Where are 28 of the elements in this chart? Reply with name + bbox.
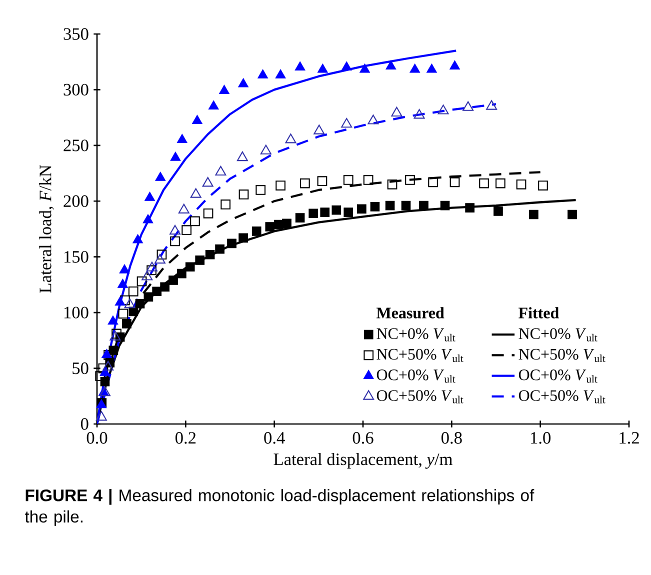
x-tick-label: 0.2 [176, 432, 196, 444]
y-tick-label: 350 [64, 28, 88, 40]
legend-label: NC+50% V$_{ult}$ [376, 348, 464, 362]
x-tick-label: 1.0 [531, 432, 551, 444]
x-tick-label: 0.4 [264, 432, 285, 444]
y-axis-title: Lateral load, F/kN [39, 165, 54, 293]
x-tick-label: 1.2 [620, 432, 639, 444]
y-tick-label: 250 [64, 140, 88, 152]
x-axis-title: Lateral displacement, y/m [274, 452, 452, 469]
text: FIGURE 4 | Measured monotonic load-displacement relationships of the pile. [24, 489, 534, 526]
legend-label: NC+0% V$_{ult}$ [518, 328, 598, 342]
legend-label: NC+50% V$_{ult}$ [518, 348, 606, 362]
y-tick-label: 300 [64, 84, 88, 96]
y-tick-label: 200 [64, 195, 88, 207]
legend-label: OC+0% V$_{ult}$ [376, 370, 456, 383]
x-tick-label: 0.8 [442, 432, 462, 444]
y-tick-label: 150 [64, 251, 88, 263]
annotation: Measured [376, 307, 444, 318]
legend-label: OC+50% V$_{ult}$ [376, 390, 464, 404]
y-tick-label: 50 [72, 362, 88, 374]
legend-label: OC+0% V$_{ult}$ [518, 370, 598, 383]
y-tick-label: 0 [80, 418, 88, 430]
legend-label: NC+0% V$_{ult}$ [376, 328, 456, 342]
y-tick-label: 100 [64, 306, 88, 318]
x-tick-label: 0.6 [352, 432, 374, 444]
x-tick-label: 0.0 [86, 432, 108, 444]
legend-label: OC+50% V$_{ult}$ [518, 390, 606, 404]
annotation: Fitted [518, 307, 559, 318]
